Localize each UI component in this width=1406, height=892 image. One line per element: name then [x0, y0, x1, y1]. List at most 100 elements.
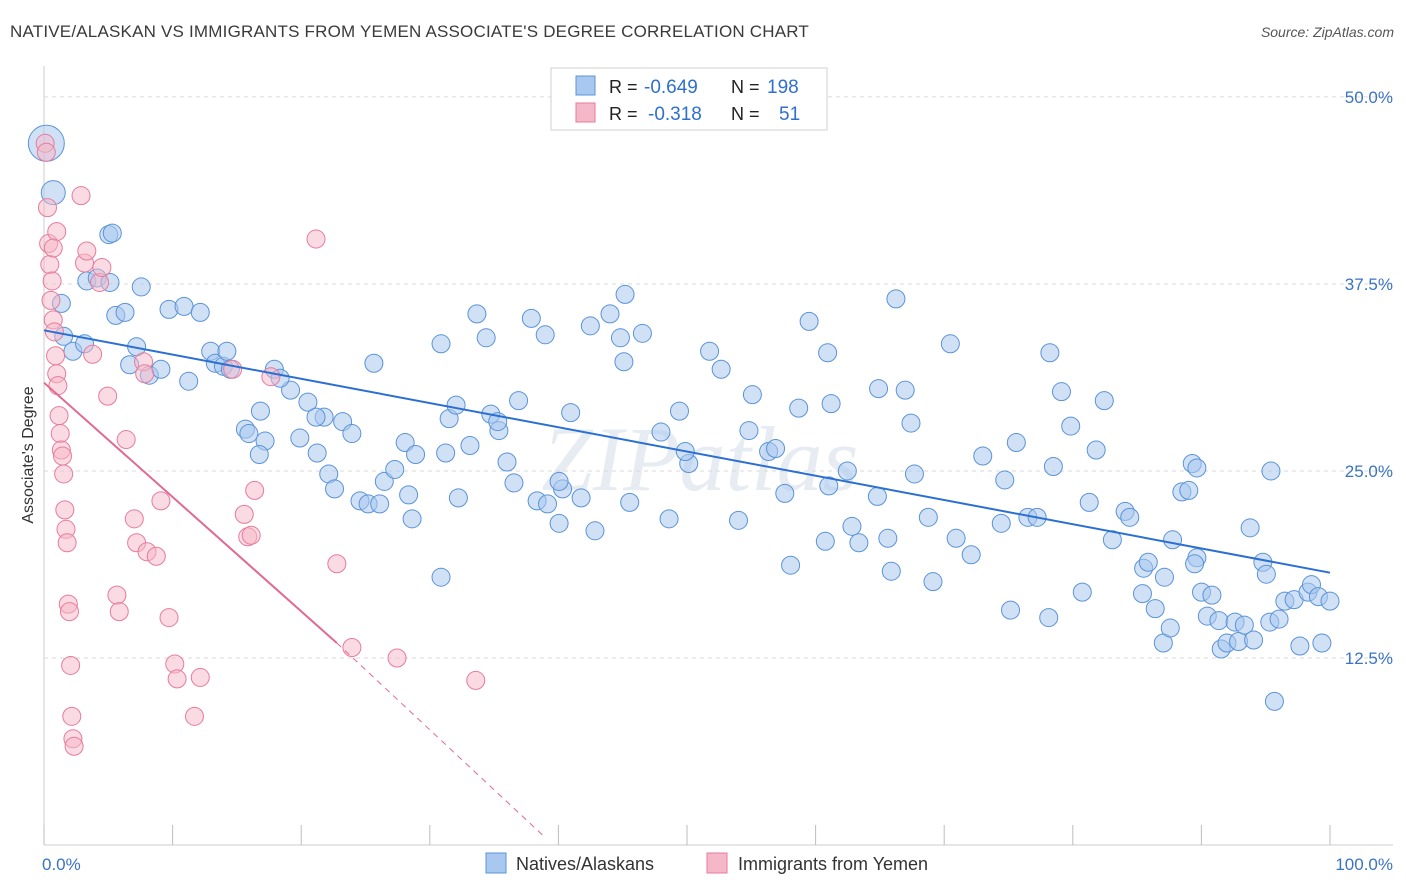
point-natives [1179, 480, 1199, 500]
point-yemen [50, 424, 70, 444]
point-yemen [245, 480, 265, 500]
point-natives [431, 567, 451, 587]
point-natives [467, 304, 487, 324]
point-natives [571, 488, 591, 508]
point-natives [961, 545, 981, 565]
point-natives [881, 561, 901, 581]
point-natives [385, 459, 405, 479]
point-yemen [62, 706, 82, 726]
legend-r-value-blue: -0.649 [644, 77, 698, 98]
point-natives [549, 513, 569, 533]
point-natives [102, 223, 122, 243]
point-yemen [466, 670, 486, 690]
point-natives [1051, 382, 1071, 402]
point-natives [610, 328, 630, 348]
point-natives [298, 392, 318, 412]
point-natives [799, 311, 819, 331]
point-natives [399, 485, 419, 505]
point-yemen [223, 359, 243, 379]
point-natives [342, 424, 362, 444]
trend-line-yemen-extrapolated [336, 642, 546, 838]
point-natives [1256, 564, 1276, 584]
point-natives [364, 353, 384, 373]
point-natives [1261, 461, 1281, 481]
point-yemen [241, 525, 261, 545]
legend-swatch-blue [575, 75, 596, 96]
point-natives [842, 516, 862, 536]
point-yemen [342, 638, 362, 658]
point-yemen [159, 608, 179, 628]
point-natives [1145, 599, 1165, 619]
legend-swatch-pink [575, 102, 596, 123]
point-yemen [234, 504, 254, 524]
legend-r-label-blue: R = [609, 77, 638, 97]
point-natives [620, 492, 640, 512]
point-yemen [327, 554, 347, 574]
point-natives [837, 461, 857, 481]
point-natives [436, 443, 456, 463]
point-natives [849, 533, 869, 553]
point-natives [775, 483, 795, 503]
point-yemen [55, 500, 75, 520]
y-tick-label: 50.0% [1345, 88, 1393, 107]
point-natives [615, 284, 635, 304]
point-yemen [109, 602, 129, 622]
point-yemen [146, 546, 166, 566]
point-natives [1187, 458, 1207, 478]
point-natives [729, 510, 749, 530]
point-natives [1079, 492, 1099, 512]
point-natives [1244, 630, 1264, 650]
point-natives [174, 296, 194, 316]
point-natives [521, 308, 541, 328]
point-natives [1160, 618, 1180, 638]
point-natives [1120, 507, 1140, 527]
point-yemen [37, 198, 57, 218]
point-natives [306, 407, 326, 427]
point-natives [904, 464, 924, 484]
point-natives [1209, 611, 1229, 631]
x-tick-label-min: 0.0% [42, 855, 81, 874]
point-natives [561, 403, 581, 423]
point-natives [632, 323, 652, 343]
point-natives [281, 380, 301, 400]
point-yemen [261, 367, 281, 387]
point-yemen [59, 602, 79, 622]
legend-n-label-pink: N = [731, 104, 760, 124]
point-natives [217, 341, 237, 361]
point-natives [739, 421, 759, 441]
point-natives [867, 486, 887, 506]
bottom-legend-label-blue: Natives/Alaskans [516, 854, 654, 874]
point-natives [325, 479, 345, 499]
bottom-legend-swatch-blue [485, 852, 507, 874]
point-natives [1138, 552, 1158, 572]
point-natives [115, 302, 135, 322]
point-yemen [77, 241, 97, 261]
point-yemen [124, 509, 144, 529]
point-natives [869, 379, 889, 399]
point-natives [1240, 518, 1260, 538]
point-natives [1269, 609, 1289, 629]
point-natives [878, 528, 898, 548]
point-yemen [184, 706, 204, 726]
point-yemen [83, 344, 103, 364]
point-natives [700, 341, 720, 361]
point-yemen [387, 648, 407, 668]
point-yemen [47, 222, 67, 242]
point-natives [406, 445, 426, 465]
point-yemen [43, 238, 63, 258]
point-natives [600, 304, 620, 324]
point-natives [1039, 608, 1059, 628]
point-natives [1264, 691, 1284, 711]
point-natives [781, 555, 801, 575]
point-yemen [61, 655, 81, 675]
point-natives [307, 443, 327, 463]
point-yemen [40, 254, 60, 274]
point-yemen [42, 271, 62, 291]
point-natives [973, 446, 993, 466]
point-natives [946, 528, 966, 548]
data-points [27, 124, 1340, 756]
point-natives [250, 401, 270, 421]
trend-line-yemen [43, 381, 338, 644]
point-natives [190, 302, 210, 322]
